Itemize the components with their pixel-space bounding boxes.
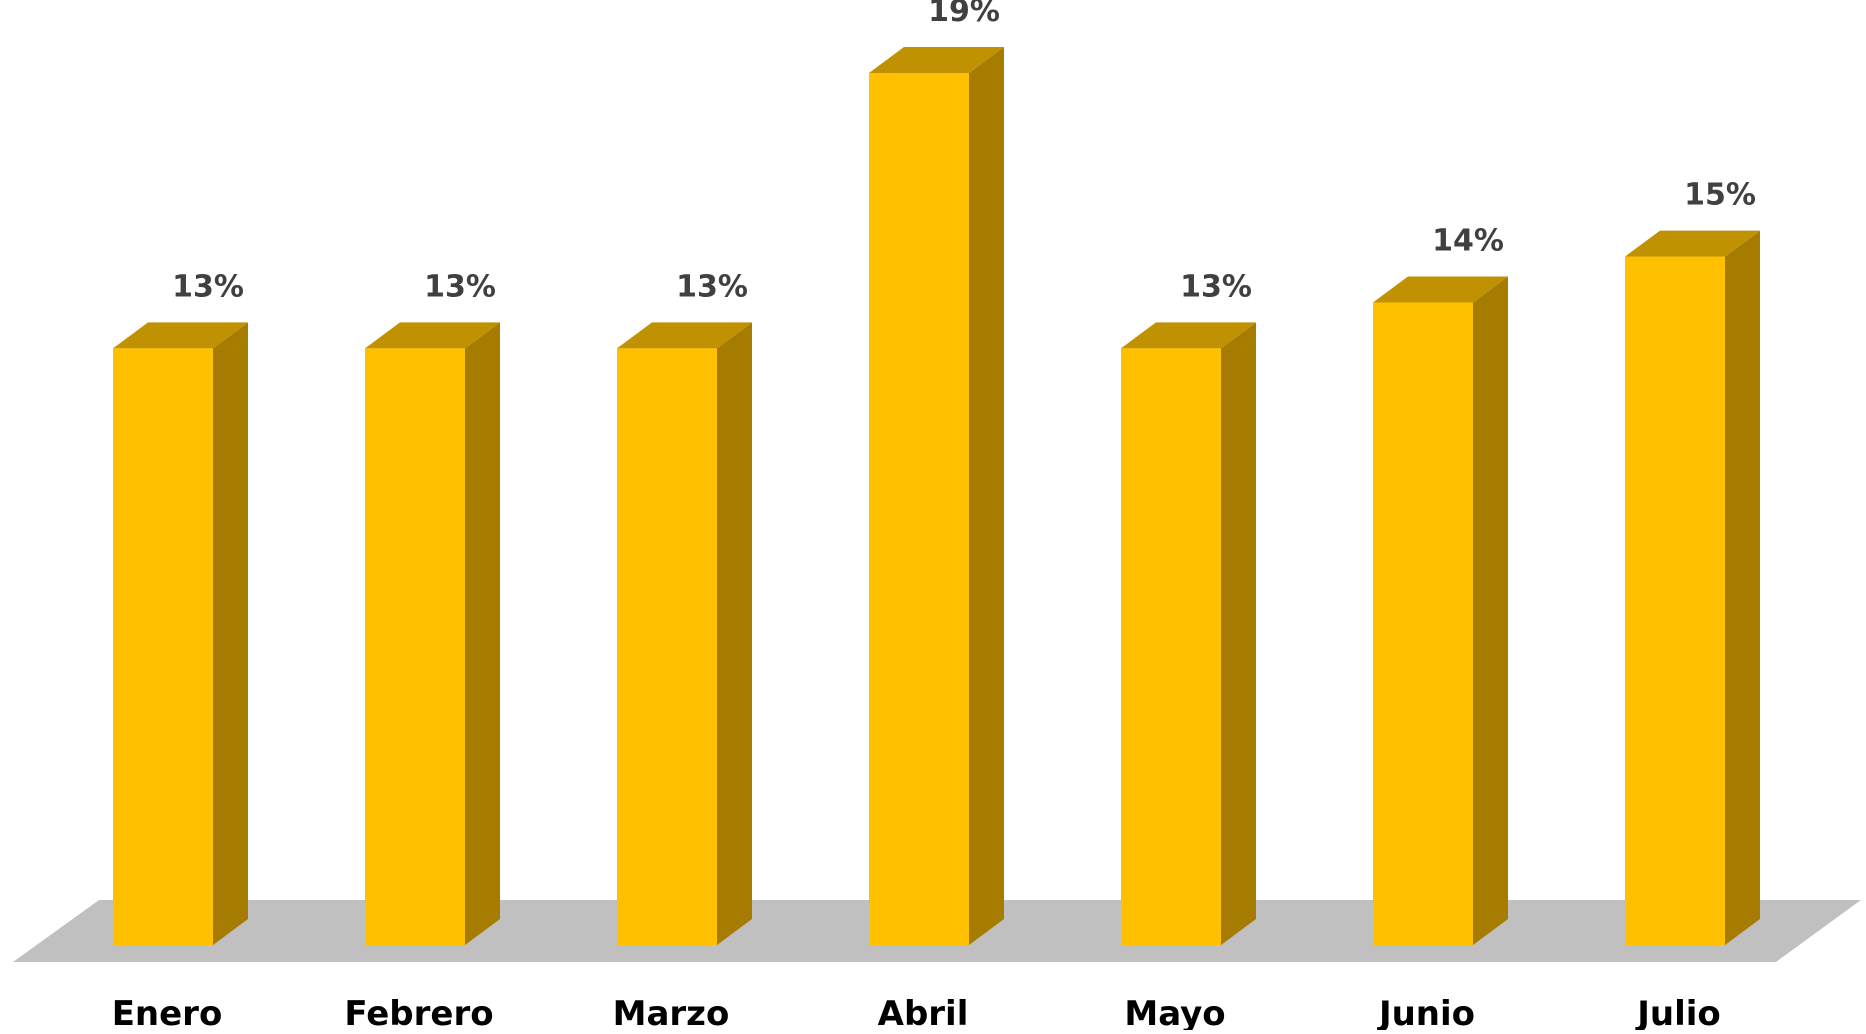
bar-front bbox=[869, 73, 969, 945]
bar-front bbox=[1625, 256, 1725, 945]
data-label-enero: 13% bbox=[172, 269, 244, 304]
bar-side bbox=[969, 47, 1004, 945]
bar-top bbox=[365, 322, 500, 349]
x-tick-label-mayo: Mayo bbox=[1124, 994, 1225, 1030]
category-labels-group: Enero Febrero Marzo Abril Mayo Junio Julio bbox=[112, 994, 1721, 1034]
x-tick-label-enero: Enero bbox=[112, 994, 223, 1030]
x-tick-label-febrero: Febrero bbox=[344, 994, 493, 1030]
x-tick-label-abril: Abril bbox=[878, 994, 969, 1030]
bar-mayo bbox=[1121, 322, 1256, 945]
bar-side bbox=[1725, 230, 1760, 945]
bar-top bbox=[869, 47, 1004, 73]
x-tick-label-marzo: Marzo bbox=[613, 994, 730, 1030]
x-tick-label-julio: Julio bbox=[1635, 994, 1721, 1030]
data-label-julio: 15% bbox=[1684, 178, 1756, 213]
bar-front bbox=[113, 348, 213, 945]
bars-group bbox=[113, 47, 1760, 945]
bar-top bbox=[113, 322, 248, 349]
bar-top bbox=[617, 322, 752, 349]
bar-front bbox=[1121, 348, 1221, 945]
data-label-junio: 14% bbox=[1432, 223, 1504, 258]
bar-side bbox=[213, 322, 248, 945]
value-labels-group: 13% 13% 13% 19% 13% 14% 15% bbox=[172, 0, 1756, 304]
bar-marzo bbox=[617, 322, 752, 945]
bar-top bbox=[1373, 276, 1508, 303]
bar-febrero bbox=[365, 322, 500, 945]
bar-front bbox=[365, 348, 465, 945]
bar-abril bbox=[869, 47, 1004, 945]
bar-front bbox=[1373, 302, 1473, 945]
data-label-marzo: 13% bbox=[676, 269, 748, 304]
bar-side bbox=[1473, 276, 1508, 945]
bar-side bbox=[1221, 322, 1256, 945]
data-label-febrero: 13% bbox=[424, 269, 496, 304]
bar-side bbox=[465, 322, 500, 945]
bar-side bbox=[717, 322, 752, 945]
bar-front bbox=[617, 348, 717, 945]
data-label-mayo: 13% bbox=[1180, 269, 1252, 304]
x-tick-label-junio: Junio bbox=[1377, 994, 1475, 1030]
data-label-abril: 19% bbox=[928, 0, 1000, 29]
bar-junio bbox=[1373, 276, 1508, 945]
bar-julio bbox=[1625, 230, 1760, 945]
bar-top bbox=[1121, 322, 1256, 349]
bar-top bbox=[1625, 230, 1760, 257]
bar-enero bbox=[113, 322, 248, 945]
